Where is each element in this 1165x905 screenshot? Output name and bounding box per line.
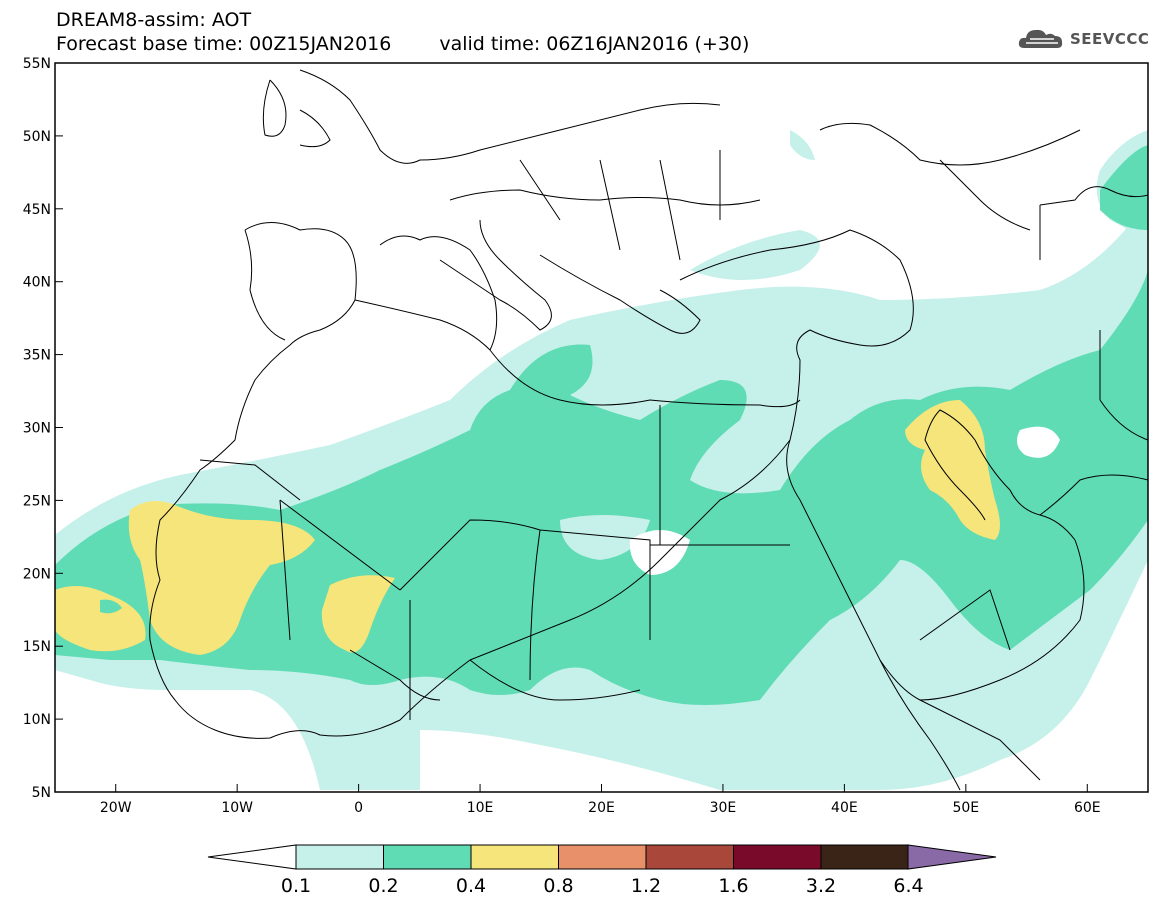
colorbar-swatch: [820, 844, 909, 870]
time-info: Forecast base time: 00Z15JAN2016 valid ti…: [56, 33, 749, 55]
colorbar: 0.1 0.2 0.4 0.8 1.2 1.6 3.2 6.4: [207, 844, 997, 897]
colorbar-min-triangle: [207, 844, 297, 870]
map-title: DREAM8-assim: AOT: [56, 9, 252, 31]
colorbar-swatch: [645, 844, 734, 870]
lat-axis: 55N 50N 45N 40N 35N 30N 25N 20N 15N 10N 5N: [23, 56, 63, 801]
lon-tick-label: 40E: [831, 800, 858, 816]
lat-tick-label: 35N: [23, 348, 51, 364]
lat-tick-label: 30N: [23, 421, 51, 437]
aot-field: [55, 130, 1148, 790]
colorbar-swatch: [470, 844, 559, 870]
colorbar-label: 0.2: [368, 875, 398, 897]
colorbar-label: 0.8: [543, 875, 573, 897]
colorbar-swatch: [733, 844, 822, 870]
colorbar-label: 0.4: [456, 875, 486, 897]
valid-time: valid time: 06Z16JAN2016 (+30): [439, 33, 750, 55]
base-time: Forecast base time: 00Z15JAN2016: [56, 33, 392, 55]
colorbar-swatch: [295, 844, 384, 870]
colorbar-swatch: [558, 844, 647, 870]
lon-tick-label: 30E: [710, 800, 737, 816]
colorbar-label: 1.6: [718, 875, 748, 897]
lat-tick-label: 45N: [23, 202, 51, 218]
lon-axis: 20W 10W 0 10E 20E 30E 40E 50E 60E: [100, 784, 1101, 816]
colorbar-label: 3.2: [806, 875, 836, 897]
seevccc-logo: SEEVCCC: [1018, 26, 1149, 52]
cloud-logo-icon: [1018, 29, 1063, 48]
lat-tick-label: 5N: [32, 785, 51, 801]
lon-tick-label: 10W: [221, 800, 253, 816]
colorbar-label: 0.1: [281, 875, 311, 897]
colorbar-max-triangle: [907, 844, 997, 870]
colorbar-swatch: [383, 844, 472, 870]
colorbar-label: 6.4: [893, 875, 923, 897]
lat-tick-label: 55N: [23, 56, 51, 72]
lat-tick-label: 15N: [23, 639, 51, 655]
coastlines: [149, 69, 1148, 791]
lat-tick-label: 10N: [23, 712, 51, 728]
lon-tick-label: 0: [354, 800, 363, 816]
lon-tick-label: 60E: [1074, 800, 1101, 816]
lat-tick-label: 25N: [23, 493, 51, 509]
colorbar-label: 1.2: [631, 875, 661, 897]
lat-tick-label: 50N: [23, 129, 51, 145]
lat-tick-label: 40N: [23, 275, 51, 291]
lon-tick-label: 50E: [952, 800, 979, 816]
logo-text: SEEVCCC: [1070, 30, 1150, 48]
lon-tick-label: 20E: [588, 800, 615, 816]
lat-tick-label: 20N: [23, 566, 51, 582]
lon-tick-label: 10E: [467, 800, 494, 816]
lon-tick-label: 20W: [100, 800, 132, 816]
aot-0.4-region: [128, 501, 315, 655]
